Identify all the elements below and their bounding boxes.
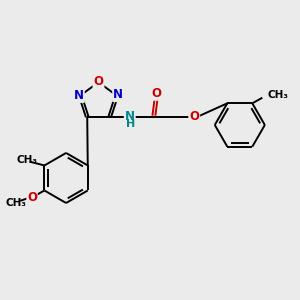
Text: O: O [27, 191, 37, 204]
Text: CH₃: CH₃ [268, 90, 289, 100]
Text: O: O [151, 87, 161, 100]
Text: O: O [94, 75, 103, 88]
Text: N: N [74, 89, 84, 102]
Text: O: O [189, 110, 199, 123]
Text: H: H [126, 119, 135, 129]
Text: CH₃: CH₃ [16, 155, 38, 165]
Text: CH₃: CH₃ [5, 198, 26, 208]
Text: N: N [125, 110, 135, 123]
Text: N: N [113, 88, 123, 101]
